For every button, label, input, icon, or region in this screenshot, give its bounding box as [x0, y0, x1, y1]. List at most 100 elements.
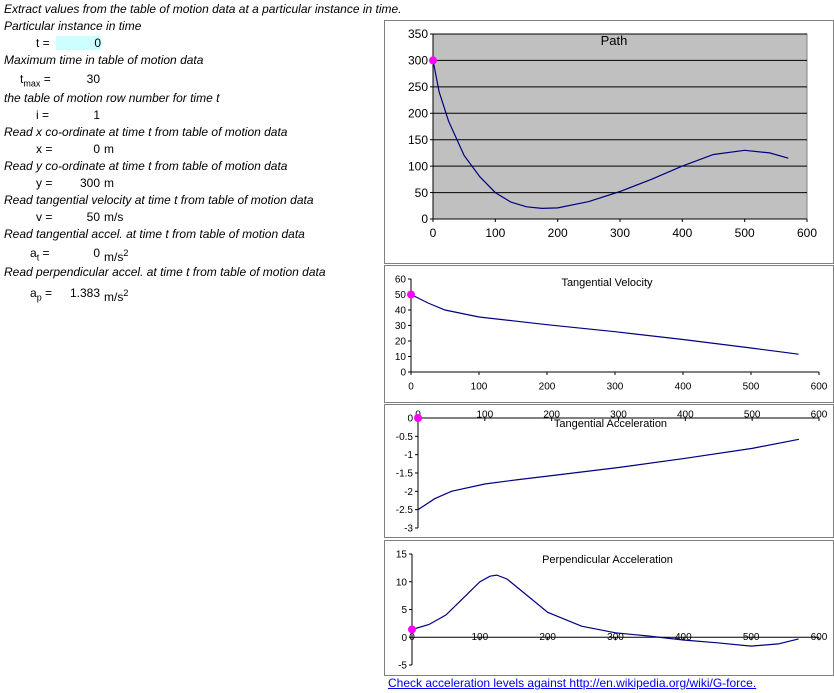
x-tick-label: 600 [811, 382, 828, 393]
y-tick-label: 15 [396, 550, 408, 561]
row-number-value: 1 [93, 108, 100, 122]
y-tick-label: 0 [421, 212, 428, 226]
y-tick-label: 20 [395, 337, 407, 348]
y-tick-label: 0 [400, 368, 406, 379]
row-label: the table of motion row number for time … [4, 91, 220, 105]
time-input-cell[interactable]: 0 [56, 36, 101, 50]
chart-title: Tangential Acceleration [554, 418, 667, 430]
chart-svg: 0-0.5-1-1.5-2-2.5-30100200300400500600Ta… [396, 410, 828, 535]
row-var: x = [36, 142, 53, 156]
tangential-acceleration-chart[interactable]: 0-0.5-1-1.5-2-2.5-30100200300400500600Ta… [384, 404, 834, 538]
y-tick-label: 200 [408, 106, 428, 120]
path-chart[interactable]: 0 50 100 150 200 250 300 350 0 100 200 300 400 500 600… [384, 20, 834, 264]
row-var: ap = [30, 286, 53, 303]
x-tick-label: 500 [743, 632, 760, 643]
y-tick-label: 150 [408, 133, 428, 147]
y-tick-label: 50 [415, 186, 429, 200]
y-tick-label: -1 [404, 450, 413, 461]
x-value: 0 [93, 142, 100, 156]
y-tick-label: -1.5 [396, 469, 414, 480]
chart-svg: 0 50 100 150 200 250 300 350 0 100 200 300 400 500 600… [408, 27, 817, 240]
row-var: tmax = [20, 72, 51, 89]
x-tick-label: 400 [675, 632, 692, 643]
x-tick-label: 0 [409, 632, 415, 643]
velocity-value: 50 [86, 210, 100, 224]
y-tick-label: -3 [404, 524, 413, 535]
row-var: y = [36, 176, 53, 190]
x-tick-label: 500 [735, 226, 755, 240]
x-tick-label: 300 [610, 226, 630, 240]
tangential-accel-unit: m/s2 [104, 248, 129, 264]
series-line [417, 438, 800, 511]
x-tick-label: 100 [485, 226, 505, 240]
chart-title: Perpendicular Acceleration [542, 554, 673, 566]
x-tick-label: 600 [797, 226, 817, 240]
x-tick-label: 400 [677, 410, 694, 421]
y-tick-label: -5 [398, 661, 407, 672]
x-unit: m [104, 142, 114, 156]
x-tick-label: 300 [607, 632, 624, 643]
y-tick-label: 250 [408, 80, 428, 94]
x-tick-label: 200 [543, 410, 560, 421]
y-tick-label: 50 [395, 290, 407, 301]
perpendicular-acceleration-chart[interactable]: -5 0 5 10 15 0 100 200 300 400 500 600 Perpendicular… [384, 540, 834, 676]
x-tick-label: 400 [672, 226, 692, 240]
current-point-marker [429, 56, 437, 65]
y-value: 300 [79, 176, 100, 190]
x-tick-label: 0 [430, 226, 437, 240]
current-point-marker [408, 625, 416, 634]
y-tick-label: 30 [395, 321, 407, 332]
row-label: Read perpendicular accel. at time t from… [4, 265, 326, 279]
x-tick-label: 100 [476, 410, 493, 421]
tangential-velocity-chart[interactable]: 0 10 20 30 40 50 60 0 100 200 300 400 500 600 Tangenti… [384, 265, 834, 403]
row-label: Read x co-ordinate at time t from table … [4, 125, 288, 139]
row-label: Read y co-ordinate at time t from table … [4, 159, 288, 173]
row-var: at = [30, 246, 50, 263]
x-tick-label: 200 [539, 632, 556, 643]
y-tick-label: -2.5 [396, 505, 414, 516]
sheet-header: Extract values from the table of motion … [4, 2, 402, 16]
series-line [410, 293, 799, 355]
x-tick-label: 600 [811, 410, 828, 421]
tmax-value: 30 [86, 72, 100, 86]
x-tick-label: 300 [607, 382, 624, 393]
x-tick-label: 200 [548, 226, 568, 240]
x-tick-label: 100 [471, 382, 488, 393]
y-tick-label: 350 [408, 27, 428, 41]
y-tick-label: 10 [395, 352, 407, 363]
row-var: t = [36, 36, 50, 50]
y-tick-label: 300 [408, 54, 428, 68]
row-var: v = [36, 210, 53, 224]
y-tick-label: 0 [401, 633, 407, 644]
series-line [411, 574, 799, 647]
row-label: Read tangential accel. at time t from ta… [4, 227, 305, 241]
y-tick-label: 10 [396, 577, 408, 588]
y-tick-label: 60 [395, 275, 407, 286]
x-tick-label: 200 [539, 382, 556, 393]
y-tick-label: 0 [407, 414, 413, 425]
g-force-link[interactable]: Check acceleration levels against http:/… [388, 676, 757, 690]
y-unit: m [104, 176, 114, 190]
perpendicular-accel-unit: m/s2 [104, 288, 129, 304]
chart-title: Path [601, 33, 628, 48]
x-tick-label: 400 [675, 382, 692, 393]
y-tick-label: 100 [408, 159, 428, 173]
y-tick-label: -2 [404, 487, 413, 498]
x-tick-label: 500 [743, 382, 760, 393]
x-tick-label: 600 [811, 632, 828, 643]
row-var: i = [36, 108, 50, 122]
y-tick-label: -0.5 [396, 432, 414, 443]
chart-title: Tangential Velocity [561, 277, 653, 289]
velocity-unit: m/s [104, 210, 124, 224]
plot-area [432, 33, 808, 220]
tangential-accel-value: 0 [93, 246, 100, 260]
current-point-marker [414, 414, 422, 422]
y-tick-label: 40 [395, 306, 407, 317]
row-label: Read tangential velocity at time t from … [4, 193, 314, 207]
perpendicular-accel-value: 1.383 [69, 286, 100, 300]
current-point-marker [407, 290, 415, 299]
row-label: Maximum time in table of motion data [4, 53, 204, 67]
row-label: Particular instance in time [4, 19, 142, 33]
series-line [432, 60, 789, 210]
